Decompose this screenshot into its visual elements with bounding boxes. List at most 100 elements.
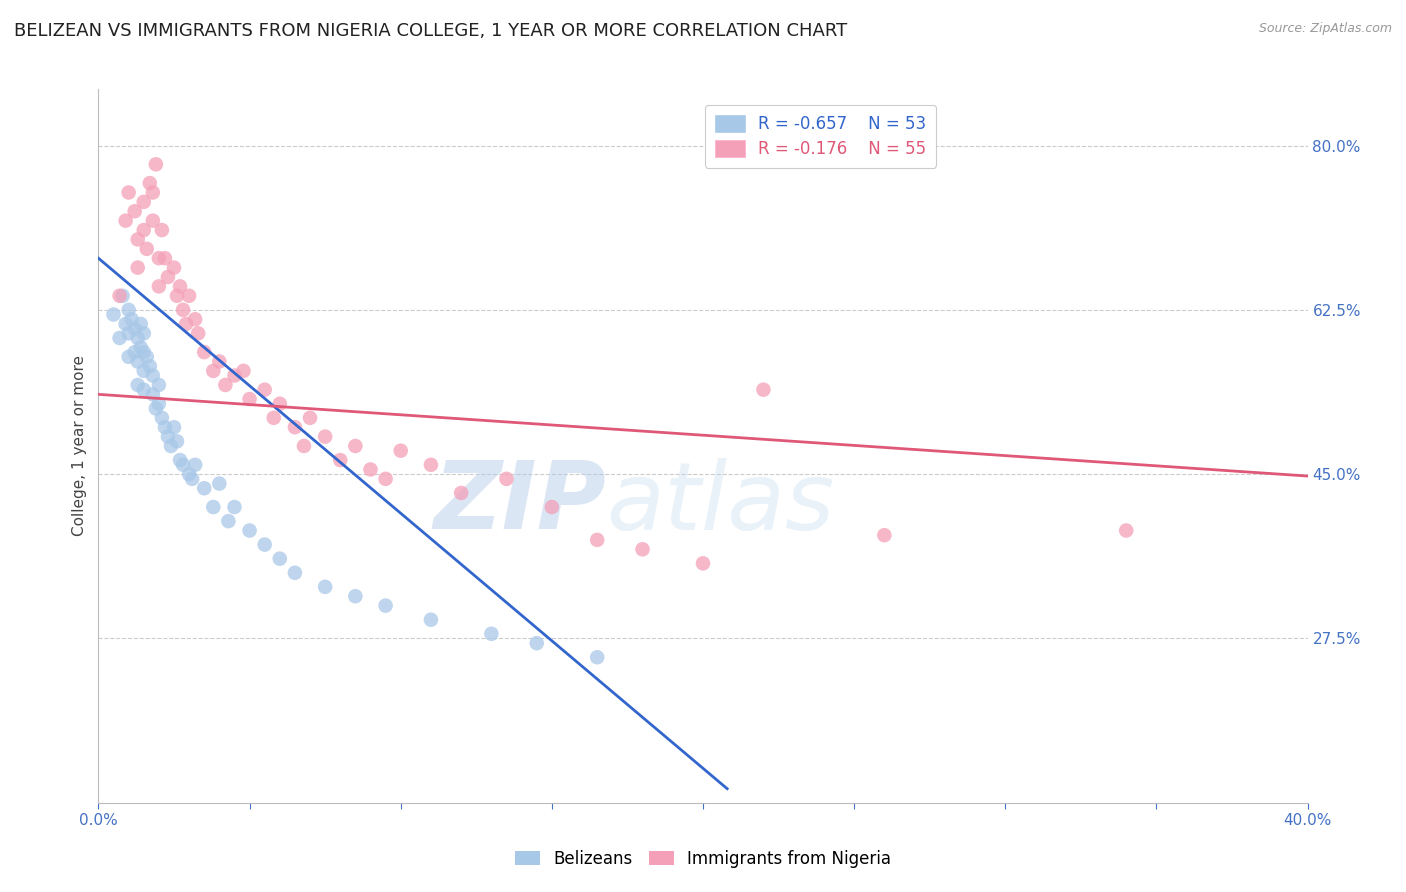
Legend: Belizeans, Immigrants from Nigeria: Belizeans, Immigrants from Nigeria [508,844,898,875]
Point [495,472,517,486]
Point [108,331,131,345]
Point [586,533,609,547]
Point [177,467,201,482]
Point [752,383,775,397]
Point [148,397,170,411]
Point [239,392,262,406]
Point [156,429,179,443]
Point [108,289,131,303]
Point [163,260,186,275]
Point [124,345,146,359]
Point [284,566,307,580]
Point [127,378,149,392]
Point [344,589,367,603]
Point [269,551,291,566]
Point [224,368,246,383]
Point [127,232,149,246]
Point [314,429,336,443]
Point [360,462,382,476]
Point [284,420,307,434]
Point [148,279,170,293]
Point [187,326,209,341]
Point [150,410,173,425]
Point [208,476,231,491]
Point [142,186,165,200]
Point [169,279,191,293]
Point [193,481,215,495]
Point [389,443,412,458]
Point [214,378,236,392]
Point [132,223,155,237]
Point [139,176,162,190]
Point [419,613,441,627]
Text: BELIZEAN VS IMMIGRANTS FROM NIGERIA COLLEGE, 1 YEAR OR MORE CORRELATION CHART: BELIZEAN VS IMMIGRANTS FROM NIGERIA COLL… [14,22,848,40]
Point [873,528,896,542]
Point [177,289,201,303]
Point [217,514,239,528]
Point [172,302,194,317]
Point [135,242,157,256]
Point [253,538,276,552]
Point [481,627,503,641]
Point [145,401,167,416]
Point [344,439,367,453]
Point [202,500,225,514]
Point [111,289,134,303]
Point [163,420,186,434]
Point [269,397,291,411]
Point [118,326,141,341]
Point [139,359,162,374]
Point [127,354,149,368]
Point [299,410,322,425]
Point [184,458,207,472]
Point [142,213,165,227]
Point [124,321,146,335]
Point [224,500,246,514]
Point [132,326,155,341]
Point [184,312,207,326]
Point [114,213,136,227]
Point [142,387,165,401]
Point [148,378,170,392]
Point [132,383,155,397]
Point [253,383,276,397]
Point [132,345,155,359]
Point [135,350,157,364]
Point [124,204,146,219]
Point [419,458,441,472]
Point [329,453,352,467]
Point [314,580,336,594]
Point [181,472,204,486]
Legend: R = -0.657    N = 53, R = -0.176    N = 55: R = -0.657 N = 53, R = -0.176 N = 55 [704,104,936,168]
Text: ZIP: ZIP [433,457,606,549]
Point [118,186,141,200]
Point [1115,524,1137,538]
Point [450,486,472,500]
Point [150,223,173,237]
Point [118,302,141,317]
Point [202,364,225,378]
Point [142,368,165,383]
Point [166,434,188,449]
Point [692,557,714,571]
Point [174,317,197,331]
Point [193,345,215,359]
Point [153,251,176,265]
Point [129,340,152,354]
Point [156,270,179,285]
Point [127,260,149,275]
Point [166,289,188,303]
Point [153,420,176,434]
Point [263,410,285,425]
Point [631,542,654,557]
Point [132,364,155,378]
Y-axis label: College, 1 year or more: College, 1 year or more [72,356,87,536]
Point [586,650,609,665]
Point [292,439,315,453]
Point [129,317,152,331]
Point [374,599,396,613]
Point [169,453,191,467]
Text: Source: ZipAtlas.com: Source: ZipAtlas.com [1258,22,1392,36]
Point [374,472,396,486]
Point [114,317,136,331]
